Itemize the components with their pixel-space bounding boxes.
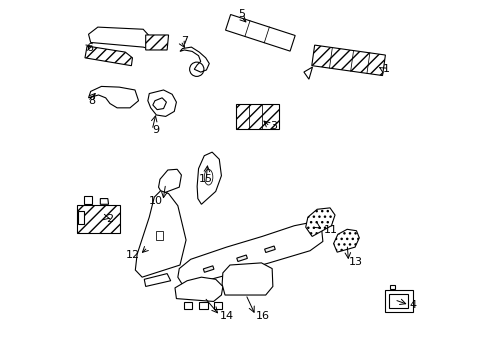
Polygon shape xyxy=(225,14,295,51)
Polygon shape xyxy=(312,45,386,76)
Polygon shape xyxy=(89,27,150,49)
Text: 16: 16 xyxy=(256,311,270,321)
Text: 8: 8 xyxy=(88,96,95,107)
Polygon shape xyxy=(146,35,169,50)
Text: 1: 1 xyxy=(383,64,390,74)
Text: 9: 9 xyxy=(152,125,159,135)
Polygon shape xyxy=(175,277,223,301)
Polygon shape xyxy=(148,90,176,116)
Polygon shape xyxy=(306,208,335,237)
Polygon shape xyxy=(156,231,163,240)
Text: 4: 4 xyxy=(409,300,416,310)
Polygon shape xyxy=(180,47,209,72)
Polygon shape xyxy=(153,98,167,110)
Polygon shape xyxy=(237,104,279,129)
Text: 2: 2 xyxy=(106,214,113,224)
Polygon shape xyxy=(304,67,313,79)
Polygon shape xyxy=(237,255,247,261)
Polygon shape xyxy=(89,86,139,108)
Polygon shape xyxy=(100,199,109,204)
Text: 14: 14 xyxy=(220,311,234,321)
Polygon shape xyxy=(144,274,171,287)
Polygon shape xyxy=(390,285,395,289)
Polygon shape xyxy=(385,290,413,312)
Text: 11: 11 xyxy=(323,225,338,235)
Polygon shape xyxy=(390,294,408,308)
Polygon shape xyxy=(178,222,323,287)
Polygon shape xyxy=(197,152,221,204)
Text: 13: 13 xyxy=(348,257,363,267)
Text: 5: 5 xyxy=(238,9,245,19)
Polygon shape xyxy=(334,229,359,252)
Polygon shape xyxy=(85,46,132,66)
Text: 3: 3 xyxy=(270,121,277,131)
Polygon shape xyxy=(222,263,273,295)
Polygon shape xyxy=(214,302,222,309)
Polygon shape xyxy=(159,169,181,194)
Polygon shape xyxy=(203,266,214,272)
Polygon shape xyxy=(199,302,208,309)
Text: 7: 7 xyxy=(181,36,188,46)
Polygon shape xyxy=(135,191,186,277)
Polygon shape xyxy=(184,302,192,309)
Polygon shape xyxy=(77,204,120,233)
Polygon shape xyxy=(265,246,275,252)
Polygon shape xyxy=(78,211,84,224)
Polygon shape xyxy=(84,197,92,204)
Text: 12: 12 xyxy=(125,250,140,260)
Text: 6: 6 xyxy=(86,43,93,53)
Text: 15: 15 xyxy=(199,174,213,184)
Text: 10: 10 xyxy=(149,197,163,206)
